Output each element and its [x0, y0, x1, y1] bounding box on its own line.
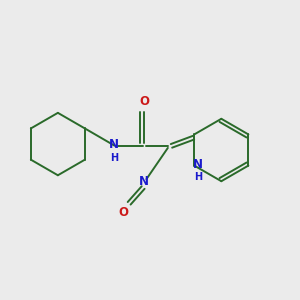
Text: N: N	[109, 138, 119, 151]
Text: N: N	[139, 175, 149, 188]
Text: N: N	[193, 158, 203, 171]
Text: O: O	[139, 95, 149, 108]
Text: O: O	[118, 206, 128, 219]
Text: H: H	[194, 172, 202, 182]
Text: H: H	[110, 153, 118, 163]
